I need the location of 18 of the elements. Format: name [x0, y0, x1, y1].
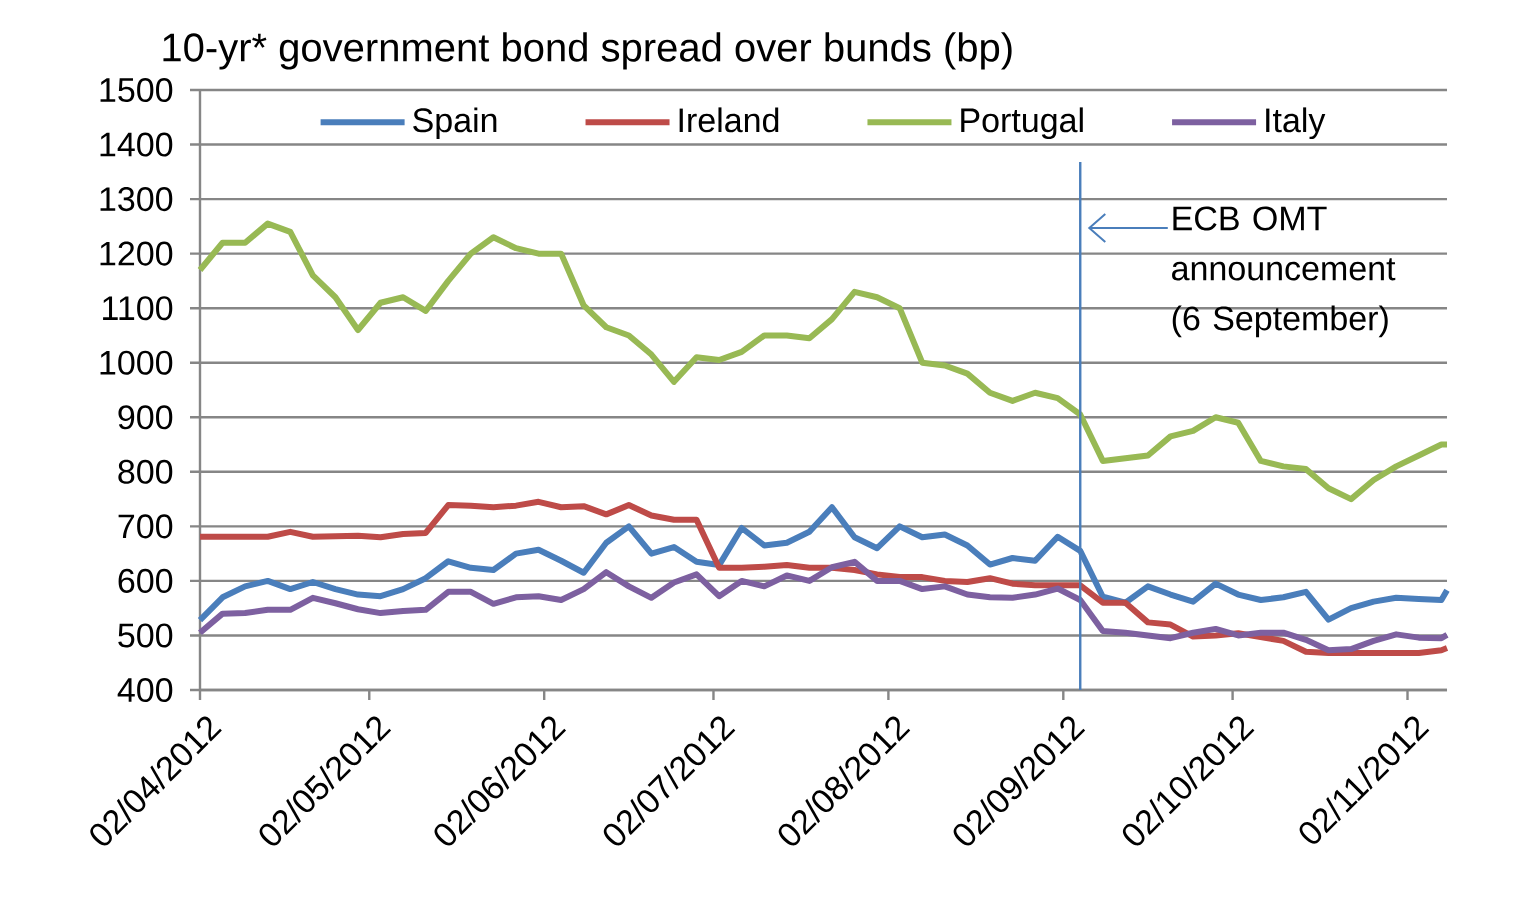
y-tick-label: 500	[118, 623, 173, 648]
y-tick-label: 1100	[103, 296, 173, 321]
y-tick-label: 1200	[100, 241, 173, 266]
y-tick-label: 1500	[100, 77, 173, 103]
y-tick-label: 800	[118, 459, 173, 484]
y-tick-label: 700	[118, 514, 173, 539]
legend-label: Italy	[1266, 107, 1326, 140]
y-tick-label: 400	[117, 677, 173, 703]
y-tick-label: 1400	[100, 132, 173, 157]
legend-label: Ireland	[679, 107, 779, 133]
y-tick-label: 900	[118, 405, 173, 430]
y-tick-label: 1000	[100, 350, 173, 375]
y-tick-label: 600	[118, 568, 173, 593]
ref-line-label: ECB OMT announcement (6 September)	[1172, 206, 1396, 338]
y-tick-label: 1300	[100, 187, 173, 212]
legend-label: Portugal	[961, 107, 1083, 140]
legend-label: Spain	[413, 107, 497, 140]
chart-title: 10-yr* government bond spread over bunds (bp)	[163, 32, 1012, 70]
